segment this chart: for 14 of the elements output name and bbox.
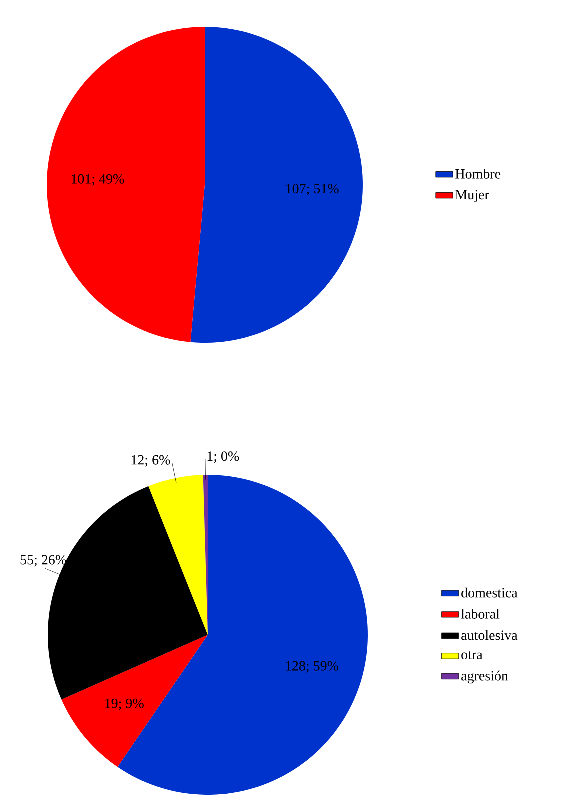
data-label: 55; 26% — [20, 555, 67, 567]
data-label: 19; 9% — [106, 698, 144, 710]
data-label: 107; 51% — [286, 184, 339, 196]
legend-label: Hombre — [456, 168, 501, 179]
data-label: 101; 49% — [72, 174, 124, 186]
legend-label: otra — [462, 652, 483, 660]
legend-label: domestica — [462, 588, 518, 598]
data-label: 128; 59% — [286, 661, 338, 673]
legend-label: laboral — [461, 609, 500, 619]
legend-label: agresión — [462, 670, 508, 684]
legend-label: autolesiva — [462, 630, 518, 640]
data-label: 1; 0% — [208, 452, 240, 464]
data-label: 12; 6% — [132, 455, 170, 467]
legend-label: Mujer — [456, 190, 490, 202]
